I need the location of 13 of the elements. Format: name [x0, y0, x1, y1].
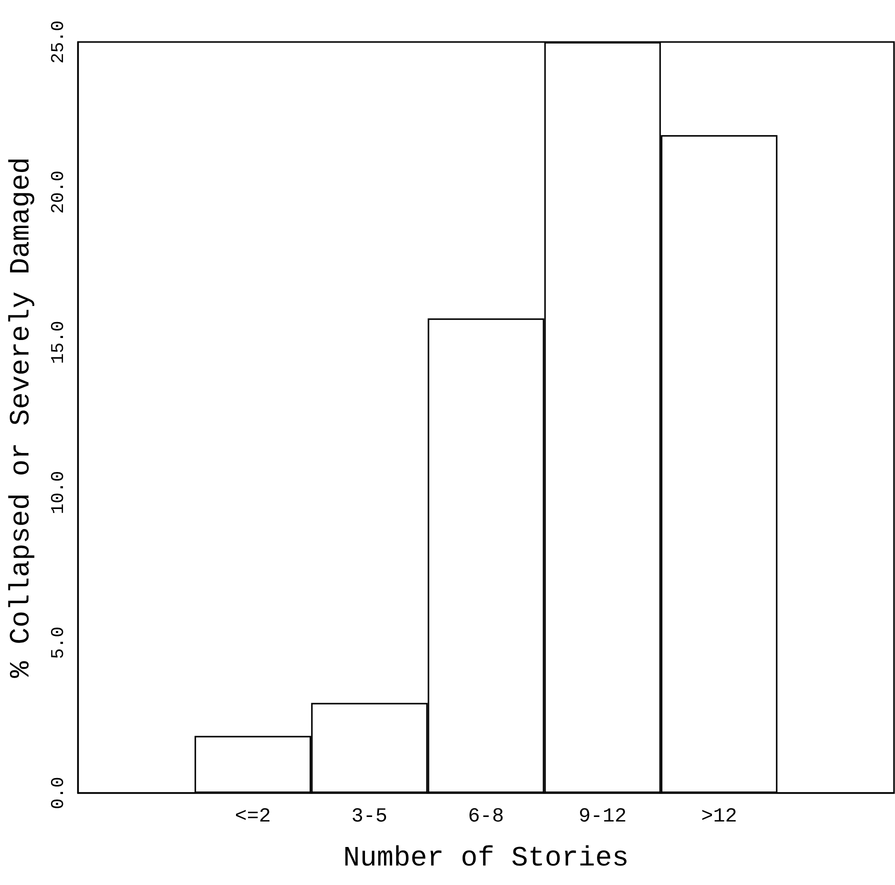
- x-tick-label: <=2: [234, 806, 271, 828]
- y-tick-label: 0.0: [49, 776, 69, 810]
- y-tick-label: 15.0: [49, 320, 69, 364]
- x-axis-title: Number of Stories: [343, 844, 629, 874]
- x-tick-label: 3-5: [351, 806, 388, 828]
- y-tick-label: 20.0: [49, 170, 69, 214]
- x-tick-label: 9-12: [578, 806, 627, 828]
- y-tick-label: 25.0: [49, 20, 69, 64]
- y-tick-label: 5.0: [49, 626, 69, 660]
- y-axis-title: % Collapsed or Severely Damaged: [6, 157, 38, 678]
- x-tick-label: 6-8: [468, 806, 504, 828]
- x-tick-label: >12: [701, 806, 738, 828]
- y-tick-label: 10.0: [49, 470, 69, 514]
